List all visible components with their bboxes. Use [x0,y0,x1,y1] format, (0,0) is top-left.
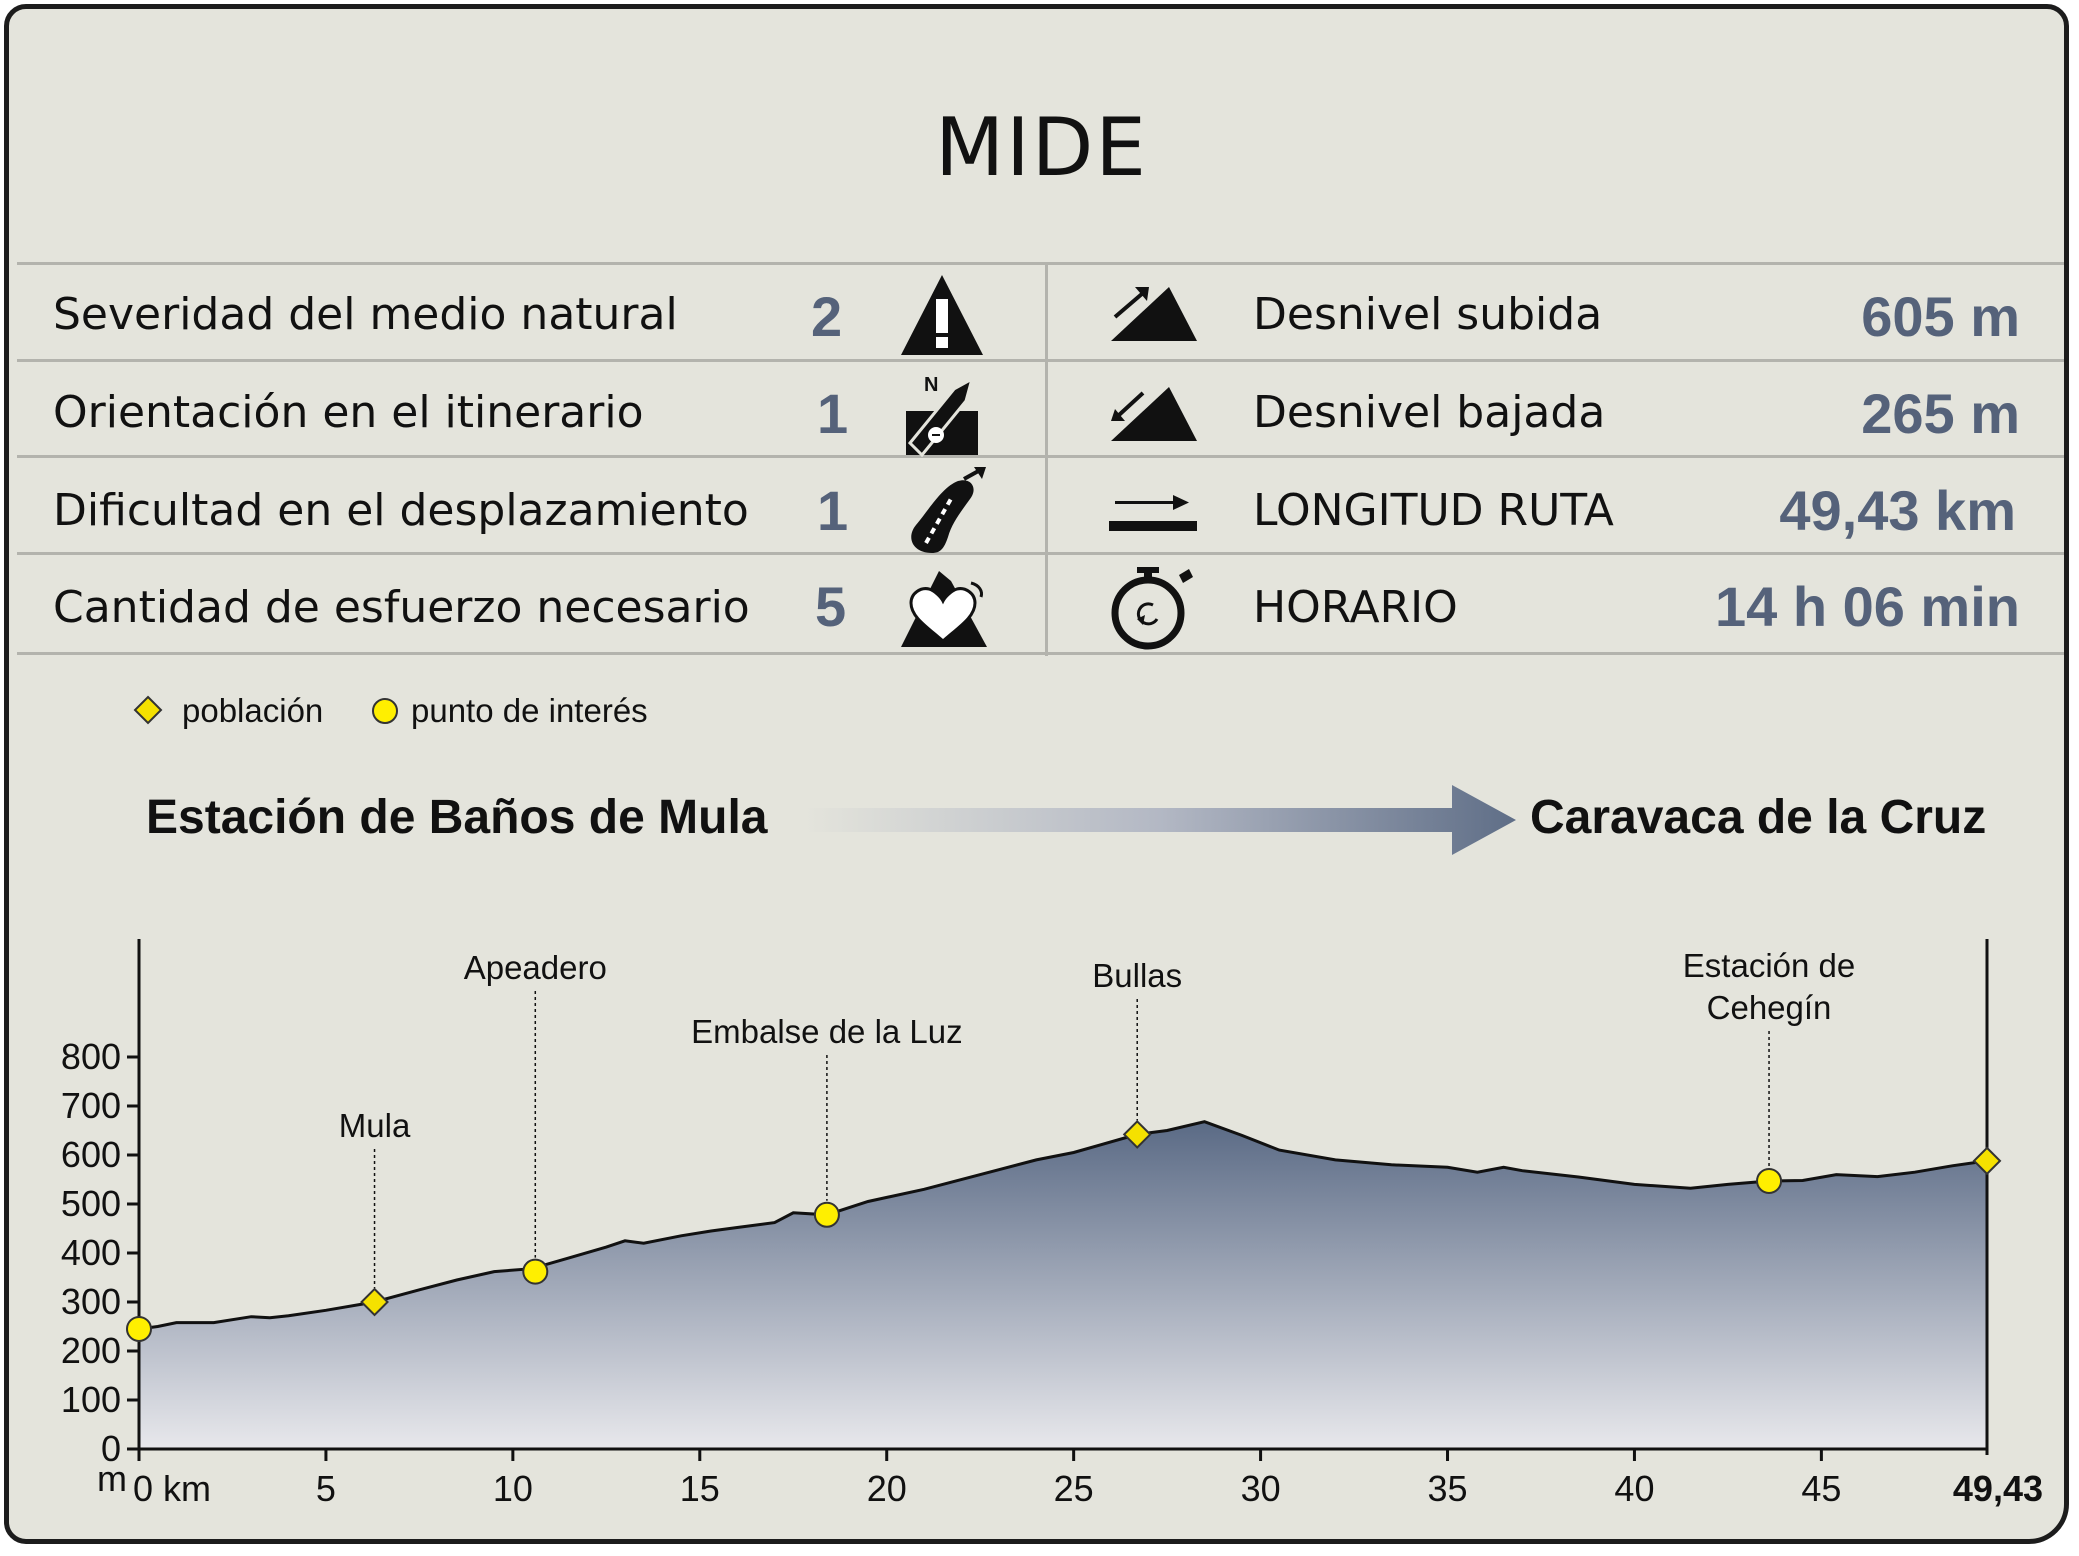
heart-mountain-icon [897,561,991,649]
stat-value: 605 m [1861,285,2020,348]
mide-label: Orientación en el itinerario [53,387,644,438]
mide-value: 2 [811,285,843,348]
punto-interes-marker [1756,1167,1783,1194]
x-tick-label: 45 [1801,1468,1841,1509]
table-divider [17,359,2064,362]
mide-value: 1 [817,382,849,445]
elevation-profile-chart: 0 100 200 300 400 500 600 700 800 m 0 km 5 10 15 20 25 3… [61,939,2043,1509]
stat-label: Desnivel bajada [1253,387,1606,438]
legend-poblacion-marker [133,695,163,730]
poblacion-marker [1122,1120,1152,1149]
footprint-icon [902,467,988,555]
route-end-label: Caravaca de la Cruz [1530,791,1987,844]
waypoint-label: Apeadero [464,949,607,986]
x-tick-label: 30 [1241,1468,1281,1509]
compass-orientation-icon: N [902,371,982,457]
y-tick-label: 500 [61,1183,121,1224]
table-divider [17,652,2064,655]
stat-label: HORARIO [1253,582,1458,633]
route-start-label: Estación de Baños de Mula [146,791,768,844]
x-tick-label: 35 [1427,1468,1467,1509]
y-tick-label: 800 [61,1036,121,1077]
stat-label: Desnivel subida [1253,289,1603,340]
page-title: MIDE [935,101,1148,194]
descent-slope-icon [1107,381,1199,443]
stopwatch-icon [1109,567,1197,651]
elevation-area [139,1121,1987,1449]
punto-interes-marker [813,1201,840,1228]
x-tick-label: 5 [316,1468,336,1509]
route-direction-arrow [804,781,1524,864]
legend-punto-label: punto de interés [411,692,648,729]
y-tick-label: 300 [61,1281,121,1322]
stat-value: 49,43 km [1779,479,2016,542]
legend-poblacion-label: población [182,692,324,729]
x-tick-label: 10 [493,1468,533,1509]
punto-interes-marker [126,1315,152,1342]
stat-label: LONGITUD RUTA [1253,485,1614,536]
poblacion-marker [360,1287,389,1317]
table-divider [17,552,2064,555]
legend-punto-marker [371,697,399,730]
x-tick-label: 25 [1054,1468,1094,1509]
distance-arrow-icon [1107,493,1199,533]
ascent-slope-icon [1107,281,1199,343]
mide-label: Cantidad de esfuerzo necesario [53,582,750,633]
mide-value: 5 [815,575,847,638]
poblacion-marker [1972,1146,2002,1176]
y-tick-label: 200 [61,1330,121,1371]
x-tick-label: 15 [680,1468,720,1509]
waypoint-label: Mula [339,1107,411,1144]
waypoint-label: Estación de [1683,947,1855,984]
x-tick-label: 0 km [133,1468,211,1509]
mide-card: MIDE Severidad del medio natural 2 Orien… [4,4,2069,1544]
x-tick-label: 20 [867,1468,907,1509]
y-tick-label: 0 [101,1428,121,1469]
waypoint-label: Cehegín [1707,989,1832,1026]
y-tick-label: 400 [61,1232,121,1273]
waypoint-label: Bullas [1092,957,1182,994]
stat-value: 14 h 06 min [1714,575,2020,638]
table-divider [17,455,2064,458]
y-tick-label: 100 [61,1379,121,1420]
y-unit-label: m [97,1458,127,1499]
warning-triangle-icon [897,271,987,357]
punto-interes-marker [522,1258,549,1285]
x-end-label: 49,43 [1953,1468,2043,1509]
mide-label: Severidad del medio natural [53,289,678,340]
y-tick-label: 700 [61,1085,121,1126]
svg-text:N: N [924,374,938,396]
y-tick-label: 600 [61,1134,121,1175]
mide-label: Dificultad en el desplazamiento [53,485,749,536]
table-column-divider [1045,264,1048,656]
waypoint-label: Embalse de la Luz [691,1013,963,1050]
x-tick-label: 40 [1614,1468,1654,1509]
table-divider [17,262,2064,265]
mide-value: 1 [817,479,849,542]
stat-value: 265 m [1861,382,2020,445]
